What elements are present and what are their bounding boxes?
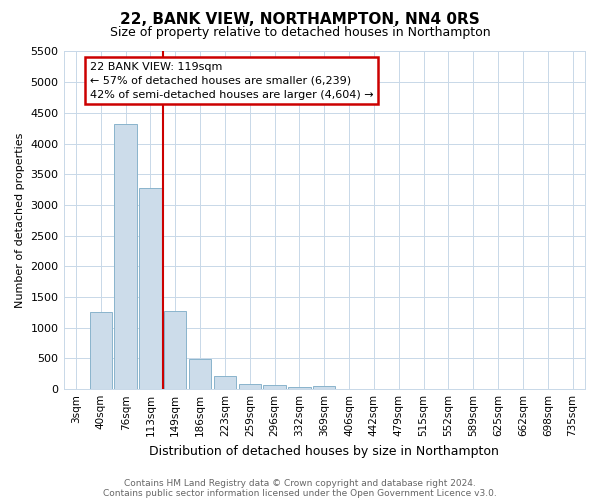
- Text: Contains public sector information licensed under the Open Government Licence v3: Contains public sector information licen…: [103, 488, 497, 498]
- Bar: [239, 384, 261, 389]
- Bar: [263, 386, 286, 389]
- Text: 22, BANK VIEW, NORTHAMPTON, NN4 0RS: 22, BANK VIEW, NORTHAMPTON, NN4 0RS: [120, 12, 480, 28]
- X-axis label: Distribution of detached houses by size in Northampton: Distribution of detached houses by size …: [149, 444, 499, 458]
- Bar: [313, 386, 335, 389]
- Bar: [139, 188, 161, 389]
- Bar: [214, 376, 236, 389]
- Text: 22 BANK VIEW: 119sqm
← 57% of detached houses are smaller (6,239)
42% of semi-de: 22 BANK VIEW: 119sqm ← 57% of detached h…: [89, 62, 373, 100]
- Text: Size of property relative to detached houses in Northampton: Size of property relative to detached ho…: [110, 26, 490, 39]
- Bar: [189, 359, 211, 389]
- Bar: [89, 312, 112, 389]
- Text: Contains HM Land Registry data © Crown copyright and database right 2024.: Contains HM Land Registry data © Crown c…: [124, 478, 476, 488]
- Bar: [288, 386, 311, 389]
- Bar: [115, 124, 137, 389]
- Bar: [164, 310, 187, 389]
- Y-axis label: Number of detached properties: Number of detached properties: [15, 132, 25, 308]
